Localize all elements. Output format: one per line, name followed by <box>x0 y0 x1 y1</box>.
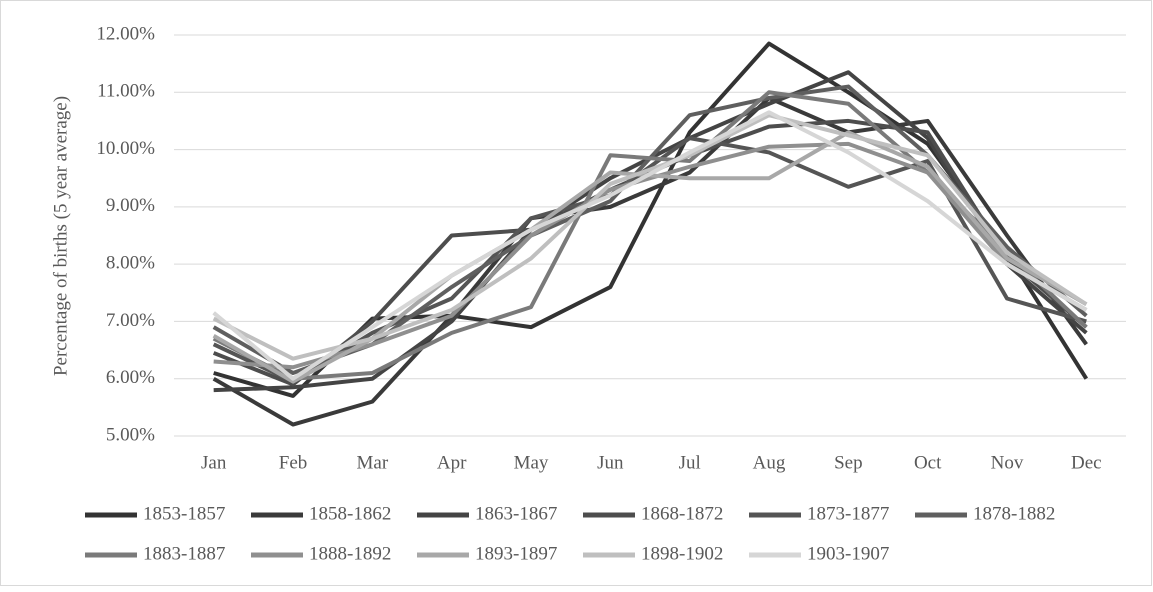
legend-label: 1863-1867 <box>475 503 557 524</box>
legend-label: 1898-1902 <box>641 543 723 564</box>
legend-label: 1868-1872 <box>641 503 723 524</box>
y-tick-label: 9.00% <box>106 195 155 216</box>
y-tick-label: 5.00% <box>106 424 155 445</box>
y-tick-label: 10.00% <box>96 138 155 159</box>
y-axis-title: Percentage of births (5 year average) <box>50 96 71 376</box>
x-tick-label: Dec <box>1071 452 1102 473</box>
y-tick-label: 7.00% <box>106 310 155 331</box>
legend-label: 1858-1862 <box>309 503 391 524</box>
y-tick-label: 11.00% <box>97 81 155 102</box>
series-line <box>212 96 1088 427</box>
series-line <box>213 141 1088 370</box>
series-line <box>212 110 1088 381</box>
legend-label: 1893-1897 <box>475 543 557 564</box>
legend-label: 1888-1892 <box>309 543 391 564</box>
legend-label: 1873-1877 <box>807 503 889 524</box>
x-tick-label: Jun <box>597 452 624 473</box>
x-tick-label: May <box>514 452 549 473</box>
legend-label: 1878-1882 <box>973 503 1055 524</box>
legend-label: 1883-1887 <box>143 543 225 564</box>
x-tick-label: Mar <box>357 452 389 473</box>
x-tick-label: Nov <box>991 452 1024 473</box>
x-tick-label: Apr <box>437 452 467 473</box>
x-tick-label: Jul <box>679 452 701 473</box>
y-tick-label: 12.00% <box>96 23 155 44</box>
x-tick-label: Oct <box>914 452 942 473</box>
x-tick-label: Feb <box>279 452 308 473</box>
x-tick-label: Jan <box>201 452 227 473</box>
y-tick-label: 6.00% <box>106 367 155 388</box>
x-tick-label: Sep <box>834 452 863 473</box>
legend-label: 1903-1907 <box>807 543 889 564</box>
y-tick-label: 8.00% <box>106 253 155 274</box>
legend-label: 1853-1857 <box>143 503 225 524</box>
series-line <box>212 113 1088 361</box>
x-tick-label: Aug <box>753 452 786 473</box>
